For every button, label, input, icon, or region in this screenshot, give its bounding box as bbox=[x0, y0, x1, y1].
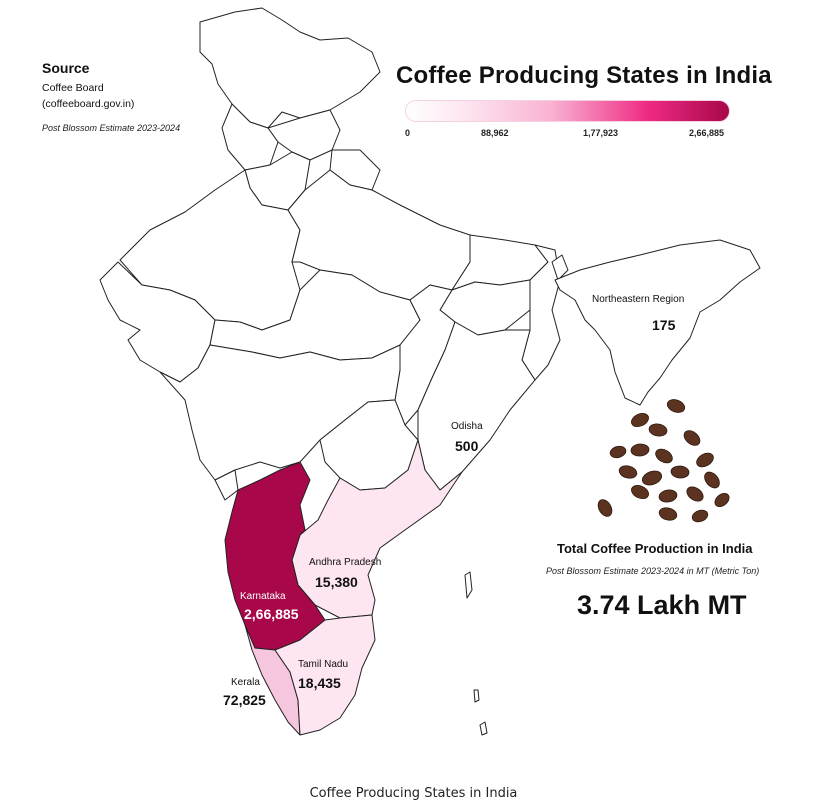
label-northeast-value: 175 bbox=[652, 317, 676, 333]
legend-gradient-bar bbox=[405, 100, 730, 122]
label-tamilnadu-name: Tamil Nadu bbox=[298, 659, 349, 670]
legend-tick-3: 2,66,885 bbox=[689, 128, 725, 138]
label-odisha-name: Odisha bbox=[451, 421, 483, 432]
legend-tick-2: 1,77,923 bbox=[583, 128, 619, 138]
label-kerala-value: 72,825 bbox=[223, 692, 266, 708]
source-site: (coffeeboard.gov.in) bbox=[42, 98, 135, 110]
map-title: Coffee Producing States in India bbox=[396, 62, 772, 89]
region-nicobar-south bbox=[479, 721, 488, 736]
label-karnataka-value: 2,66,885 bbox=[244, 606, 299, 622]
region-odisha bbox=[417, 321, 536, 491]
total-value: 3.74 Lakh MT bbox=[577, 590, 747, 620]
label-tamilnadu-value: 18,435 bbox=[298, 675, 341, 691]
label-andhra-name: Andhra Pradesh bbox=[309, 557, 382, 568]
source-period: Post Blossom Estimate 2023-2024 bbox=[42, 123, 181, 133]
coffee-beans-icon bbox=[597, 399, 730, 523]
region-nicobar bbox=[473, 689, 480, 703]
region-tamil-nadu bbox=[274, 614, 376, 736]
source-heading: Source bbox=[42, 60, 90, 76]
label-northeast-name: Northeastern Region bbox=[592, 294, 685, 305]
total-subtitle: Post Blossom Estimate 2023-2024 in MT (M… bbox=[546, 566, 760, 576]
region-northeast bbox=[554, 239, 761, 406]
region-himachal bbox=[267, 109, 341, 161]
legend-tick-0: 0 bbox=[405, 128, 411, 138]
legend-tick-1: 88,962 bbox=[481, 128, 509, 138]
source-org: Coffee Board bbox=[42, 82, 104, 94]
india-map bbox=[99, 7, 761, 736]
label-kerala-name: Kerala bbox=[231, 677, 260, 688]
figure-caption: Coffee Producing States in India bbox=[309, 786, 518, 801]
label-karnataka-name: Karnataka bbox=[240, 591, 286, 602]
total-label: Total Coffee Production in India bbox=[557, 541, 753, 556]
label-andhra-value: 15,380 bbox=[315, 574, 358, 590]
region-sikkim bbox=[551, 254, 569, 281]
region-andaman bbox=[464, 571, 473, 599]
region-jammu-kashmir bbox=[199, 7, 381, 129]
region-karnataka bbox=[224, 461, 326, 651]
label-odisha-value: 500 bbox=[455, 438, 479, 454]
